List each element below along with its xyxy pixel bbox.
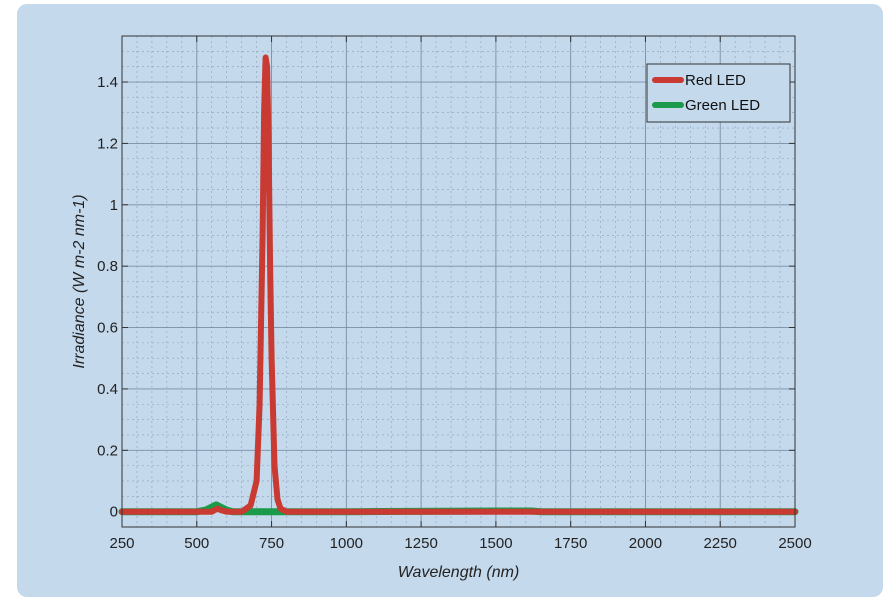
legend-box [646,63,791,123]
x-axis-title: Wavelength (nm) [398,564,520,581]
y-tick-label: 1.4 [97,74,118,91]
legend: Red LED Green LED [646,63,791,123]
y-tick-label: 0 [110,504,118,521]
x-tick-label: 2250 [704,535,737,552]
y-tick-label: 0.8 [97,258,118,275]
legend-label-green-led: Green LED [685,97,760,114]
plot-frame [121,35,796,528]
y-axis-title: Irradiance (W m-2 nm-1) [71,194,88,368]
x-tick-label: 1000 [330,535,363,552]
x-tick-label: 1250 [404,535,437,552]
y-tick-label: 0.6 [97,320,118,337]
y-tick-label: 1.2 [97,135,118,152]
y-tick-label: 0.4 [97,381,118,398]
x-tick-label: 500 [184,535,209,552]
x-tick-label: 1500 [479,535,512,552]
series-layer [118,54,799,516]
x-tick-label: 2000 [629,535,662,552]
axis-ticks [121,36,796,527]
series-line-red-led [119,54,798,515]
y-tick-label: 1 [110,197,118,214]
x-tick-label: 1750 [554,535,587,552]
x-tick-label: 2500 [778,535,811,552]
legend-label-red-led: Red LED [685,72,746,89]
y-tick-labels: 0 0.2 0.4 0.6 0.8 1 1.2 1.4 [97,74,118,521]
x-tick-labels: 250 500 750 1000 1250 1500 1750 2000 2250 2500 [109,535,811,552]
x-tick-label: 250 [109,535,134,552]
y-tick-label: 0.2 [97,442,118,459]
x-tick-label: 750 [259,535,284,552]
